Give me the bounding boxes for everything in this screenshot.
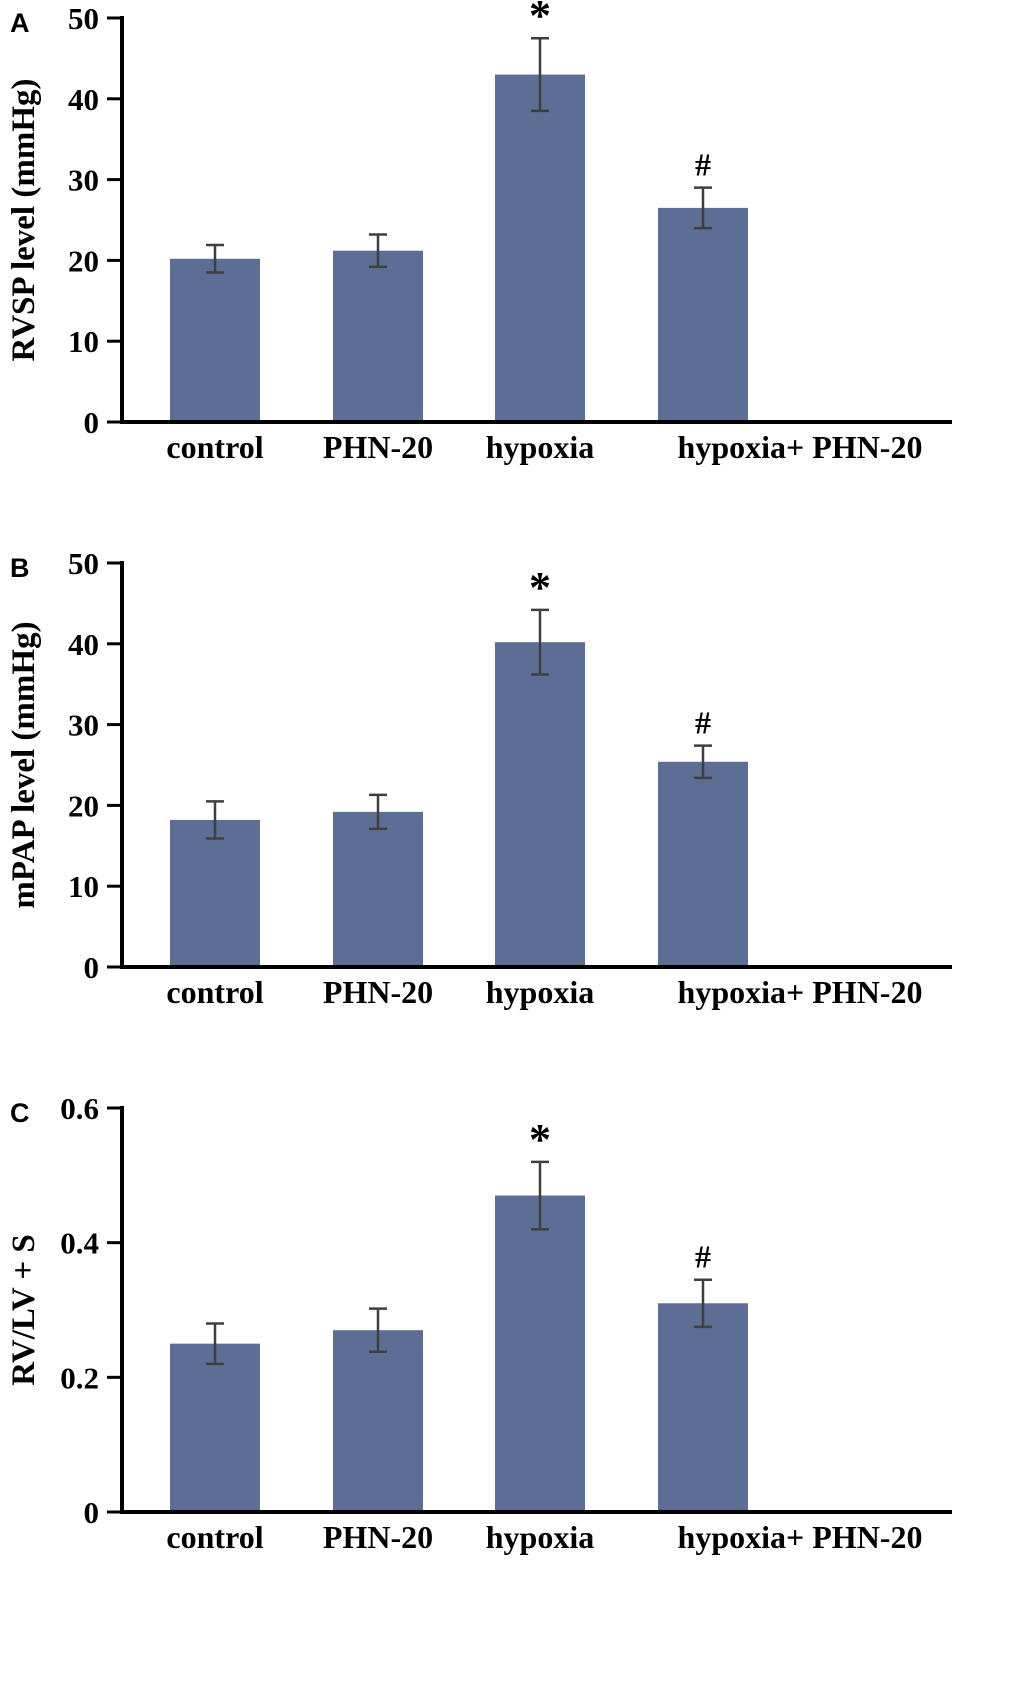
panel-mpap: * #0 10 20 30 40 50 control PHN-20 hypoxia hypoxia… [0, 545, 1020, 1090]
bar-1 [333, 250, 423, 422]
bar-2 [495, 74, 585, 422]
axes [120, 1106, 952, 1514]
bar-3 [658, 1303, 748, 1512]
y-tick-label: 0.6 [60, 1091, 99, 1126]
bar-3 [658, 207, 748, 422]
significance-marker-3: # [695, 705, 711, 741]
significance-marker-3: # [695, 1239, 711, 1275]
y-tick-label: 0 [84, 950, 100, 985]
axes [120, 561, 952, 969]
y-tick-label: 10 [68, 324, 99, 359]
x-category-label-3: hypoxia+ PHN-20 [678, 429, 923, 465]
x-category-label-2: hypoxia [486, 974, 594, 1010]
bar-1 [333, 811, 423, 967]
bar-2 [495, 642, 585, 967]
bar-0 [170, 819, 260, 967]
x-category-label-0: control [166, 974, 263, 1010]
chart-svg-B: * #0 10 20 30 40 50 control PHN-20 hypoxia hypoxia… [6, 546, 952, 1010]
error-bar-1 [369, 793, 387, 831]
error-bar-3 [694, 1278, 712, 1329]
error-bar-3 [694, 744, 712, 780]
error-bar-0 [206, 1322, 224, 1366]
y-tick-label: 20 [68, 243, 99, 278]
y-tick-label: 50 [68, 1, 99, 36]
error-bar-2 [531, 608, 549, 676]
y-axis-title: mPAP level (mmHg) [6, 621, 42, 908]
y-axis-title: RV/LV + S [6, 1234, 42, 1386]
x-category-label-2: hypoxia [486, 429, 594, 465]
y-tick-label: 0.4 [60, 1226, 99, 1261]
error-bar-0 [206, 800, 224, 840]
error-bar-3 [694, 186, 712, 230]
significance-marker-2: * [529, 1115, 551, 1164]
bar-1 [333, 1330, 423, 1512]
y-tick-label: 0 [84, 405, 100, 440]
x-category-label-1: PHN-20 [323, 429, 433, 465]
y-tick-label: 30 [68, 163, 99, 198]
bar-2 [495, 1195, 585, 1512]
significance-marker-3: # [695, 147, 711, 183]
x-category-label-0: control [166, 1519, 263, 1555]
panel-letter: A [10, 8, 30, 38]
panel-letter: B [10, 553, 30, 583]
bar-3 [658, 761, 748, 967]
x-category-label-2: hypoxia [486, 1519, 594, 1555]
panel-rvsp: * #0 10 20 30 40 50 control PHN-20 hypoxia hypoxia… [0, 0, 1020, 545]
chart-svg-A: * #0 10 20 30 40 50 control PHN-20 hypoxia hypoxia… [6, 0, 952, 465]
x-category-label-0: control [166, 429, 263, 465]
y-tick-label: 20 [68, 788, 99, 823]
panel-rv-lv-s: * #0 0.2 0.4 0.6 control PHN-20 hypoxia hypoxia+… [0, 1090, 1020, 1689]
error-bar-1 [369, 233, 387, 269]
chart-svg-C: * #0 0.2 0.4 0.6 control PHN-20 hypoxia hypoxia+… [6, 1091, 952, 1555]
y-tick-label: 30 [68, 708, 99, 743]
y-tick-label: 10 [68, 869, 99, 904]
error-bar-2 [531, 36, 549, 113]
significance-marker-2: * [529, 0, 551, 40]
y-tick-label: 50 [68, 546, 99, 581]
significance-marker-2: * [529, 563, 551, 612]
error-bar-1 [369, 1307, 387, 1353]
bar-0 [170, 1343, 260, 1512]
x-category-label-1: PHN-20 [323, 974, 433, 1010]
x-category-label-3: hypoxia+ PHN-20 [678, 1519, 923, 1555]
y-tick-label: 40 [68, 82, 99, 117]
error-bar-0 [206, 243, 224, 274]
y-tick-label: 40 [68, 627, 99, 662]
y-axis-title: RVSP level (mmHg) [6, 79, 42, 362]
x-category-label-1: PHN-20 [323, 1519, 433, 1555]
x-category-label-3: hypoxia+ PHN-20 [678, 974, 923, 1010]
y-tick-label: 0 [84, 1495, 100, 1530]
error-bar-2 [531, 1160, 549, 1231]
y-tick-label: 0.2 [60, 1360, 99, 1395]
panel-letter: C [10, 1098, 30, 1128]
bar-0 [170, 258, 260, 422]
axes [120, 16, 952, 424]
